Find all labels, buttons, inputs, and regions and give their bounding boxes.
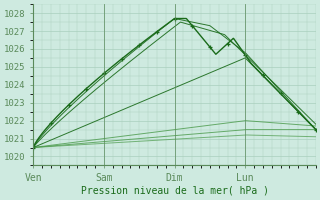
X-axis label: Pression niveau de la mer( hPa ): Pression niveau de la mer( hPa ) bbox=[81, 186, 268, 196]
